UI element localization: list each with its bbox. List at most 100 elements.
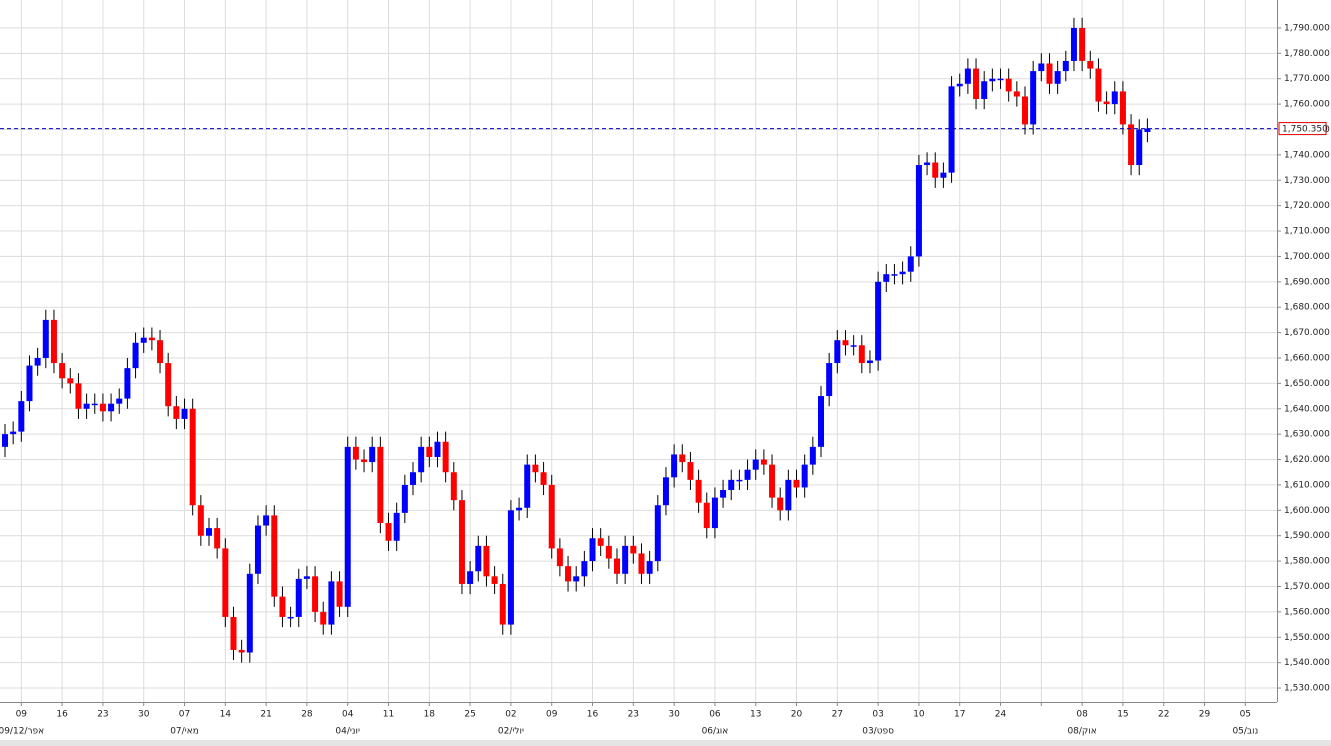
x-tick-label: 06 — [709, 710, 721, 720]
candle-body — [899, 271, 906, 275]
candle-body — [679, 454, 686, 463]
x-tick-label: 16 — [56, 710, 68, 720]
candle-body — [516, 507, 523, 511]
candle-body — [99, 403, 106, 412]
candle-body — [91, 403, 98, 406]
x-tick-label: 18 — [424, 710, 436, 720]
candle-body — [393, 512, 400, 541]
month-label: ספט/03 — [862, 727, 894, 737]
candle-body — [483, 545, 490, 577]
candle-body — [369, 446, 376, 463]
candle-body — [1079, 27, 1086, 61]
candle-body — [181, 408, 188, 419]
candle-body — [328, 581, 335, 625]
candle-body — [883, 274, 890, 282]
candle-body — [458, 500, 465, 584]
candle-body — [1111, 91, 1118, 105]
candle-body — [157, 340, 164, 364]
candle-body — [1005, 78, 1012, 92]
candle-body — [671, 454, 678, 478]
candle-body — [801, 464, 808, 488]
candle-body — [915, 165, 922, 257]
candle-body — [377, 446, 384, 524]
candle-body — [866, 360, 873, 364]
candle-body — [238, 649, 245, 653]
candle-body — [83, 403, 90, 409]
y-tick-label: 1,630.000 — [1284, 430, 1330, 440]
candle-body — [973, 68, 980, 100]
x-tick-label: 28 — [301, 710, 313, 720]
y-tick-label: 1,550.000 — [1284, 633, 1330, 643]
candle-body — [344, 446, 351, 607]
candle-body — [1054, 71, 1061, 84]
candle-body — [981, 81, 988, 100]
y-tick-label: 1,590.000 — [1284, 531, 1330, 541]
candle-body — [703, 502, 710, 529]
x-tick-label: 03 — [872, 710, 883, 720]
candle-body — [418, 446, 425, 473]
y-tick-label: 1,770.000 — [1284, 74, 1330, 84]
candle-body — [1030, 71, 1037, 125]
candle-body — [222, 548, 229, 617]
x-tick-label: 14 — [220, 710, 232, 720]
candle-body — [997, 78, 1004, 81]
candle-body — [426, 446, 433, 457]
x-tick-label: 25 — [464, 710, 475, 720]
candle-body — [1013, 91, 1020, 97]
y-tick-label: 1,710.000 — [1284, 227, 1330, 237]
y-tick-label: 1,680.000 — [1284, 303, 1330, 313]
y-tick-label: 1,560.000 — [1284, 607, 1330, 617]
candle-body — [556, 548, 563, 567]
candle-body — [303, 576, 310, 579]
candle-body — [124, 368, 131, 399]
candle-body — [1103, 101, 1110, 105]
x-tick-label: 24 — [995, 710, 1007, 720]
x-tick-label: 11 — [383, 710, 394, 720]
candle-body — [728, 479, 735, 491]
candle-body — [540, 472, 547, 485]
candle-body — [263, 515, 270, 526]
candle-body — [197, 505, 204, 536]
candle-body — [189, 408, 196, 506]
candle-body — [336, 581, 343, 607]
candle-body — [148, 337, 155, 341]
candle-body — [434, 441, 441, 457]
candle-body — [361, 459, 368, 463]
candle-body — [59, 363, 66, 379]
candle-body — [1070, 27, 1077, 61]
candle-body — [410, 472, 416, 485]
y-tick-label: 1,690.000 — [1284, 277, 1330, 287]
candle-body — [507, 510, 514, 625]
candle-body — [565, 566, 572, 582]
candle-body — [1144, 128, 1151, 133]
x-tick-label: 30 — [668, 710, 680, 720]
candle-body — [940, 172, 947, 178]
candle-body — [777, 497, 784, 511]
candle-body — [654, 505, 661, 562]
candle-body — [312, 576, 319, 612]
candle-body — [108, 403, 115, 412]
last-price-label: 1,750.350 — [1282, 125, 1328, 135]
y-tick-label: 1,670.000 — [1284, 328, 1330, 338]
candle-body — [630, 545, 637, 554]
candle-body — [589, 538, 596, 562]
candle-body — [1062, 60, 1069, 72]
candle-body — [246, 573, 253, 653]
x-tick-label: 29 — [1199, 710, 1211, 720]
candle-body — [1119, 91, 1126, 125]
candle-body — [785, 479, 792, 511]
candle-body — [646, 561, 653, 574]
candle-body — [924, 162, 931, 166]
x-tick-label: 08 — [1076, 710, 1088, 720]
candle-body — [1128, 124, 1135, 166]
candle-body — [450, 472, 457, 501]
candle-body — [597, 538, 604, 546]
x-tick-label: 17 — [954, 710, 965, 720]
candle-body — [1038, 63, 1045, 72]
candle-body — [140, 337, 147, 343]
x-tick-label: 23 — [97, 710, 108, 720]
candle-body — [279, 596, 286, 617]
x-tick-label: 27 — [832, 710, 843, 720]
last-price-box — [1278, 122, 1327, 136]
